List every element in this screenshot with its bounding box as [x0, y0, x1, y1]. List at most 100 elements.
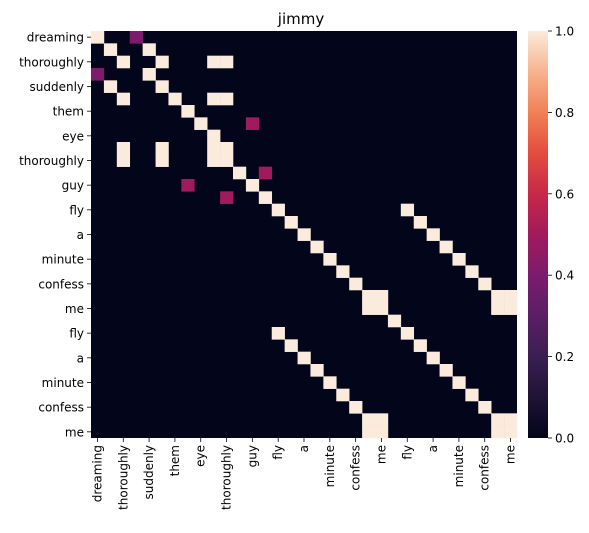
heatmap-cell — [220, 154, 234, 167]
heatmap-cell — [116, 92, 131, 106]
x-tick-label: thoroughly — [220, 445, 234, 510]
heatmap-cell — [271, 327, 285, 340]
y-tick-label: confess — [38, 401, 84, 415]
heatmap-cell — [181, 179, 195, 192]
colorbar — [528, 31, 548, 438]
heatmap-cell — [491, 302, 505, 315]
y-tick-label: dreaming — [27, 31, 84, 45]
heatmap-cell — [207, 129, 221, 143]
x-tick-label: thoroughly — [116, 445, 130, 510]
x-tick-label: fly — [271, 445, 285, 460]
colorbar-tick-label: 0.8 — [555, 106, 574, 120]
heatmap-cell — [504, 302, 518, 315]
y-tick-label: minute — [42, 253, 84, 267]
heatmap-cell — [220, 55, 234, 69]
x-tick-label: them — [168, 445, 182, 476]
heatmap-cell — [465, 265, 479, 278]
y-tick-label: a — [77, 351, 84, 365]
heatmap-cell — [155, 55, 169, 69]
heatmap-cell — [91, 68, 105, 81]
x-tick-label: confess — [349, 445, 363, 491]
heatmap-cell — [155, 80, 169, 93]
heatmap-cell — [103, 80, 118, 93]
y-tick-label: them — [53, 105, 84, 119]
x-tick-label: fly — [400, 445, 414, 460]
colorbar-tick-label: 0.2 — [555, 350, 574, 364]
heatmap-cell — [129, 31, 143, 44]
x-axis-ticks: dreaming thoroughly suddenly them eye thoroug… — [90, 438, 518, 510]
heatmap-cell — [116, 55, 131, 69]
y-axis-ticks: dreaming thoroughly suddenly them eye thoroug… — [19, 31, 91, 439]
heatmap-cell — [478, 277, 492, 291]
x-tick-label: minute — [323, 445, 337, 487]
heatmap-cell — [284, 216, 298, 229]
heatmap-cell — [142, 43, 156, 56]
x-tick-label: confess — [478, 445, 492, 491]
heatmap-cell — [155, 154, 169, 167]
heatmap-cell — [426, 351, 440, 365]
heatmap-cell — [310, 240, 324, 254]
heatmap-cell — [103, 43, 118, 56]
heatmap-cell — [220, 191, 234, 204]
heatmap-cell — [426, 228, 440, 241]
heatmap-cell — [220, 92, 234, 106]
heatmap-cell — [465, 388, 479, 402]
y-tick-label: thoroughly — [19, 55, 84, 69]
heatmap-cell — [491, 413, 505, 426]
x-tick-label: me — [374, 445, 388, 464]
heatmap-cell — [116, 142, 131, 155]
heatmap-cell — [258, 166, 273, 180]
heatmap-cell — [375, 302, 389, 315]
colorbar-tick-label: 0.6 — [555, 187, 574, 201]
heatmap-cell — [439, 240, 453, 254]
x-tick-label: minute — [452, 445, 466, 487]
heatmap-cell — [452, 253, 466, 266]
heatmap-cell — [362, 425, 376, 439]
y-tick-label: a — [77, 228, 84, 242]
heatmap-cell — [452, 376, 466, 389]
heatmap-cell — [220, 142, 234, 155]
x-tick-label: suddenly — [142, 445, 156, 500]
y-tick-label: thoroughly — [19, 154, 84, 168]
x-tick-label: eye — [194, 445, 208, 467]
heatmap-cell — [478, 401, 492, 414]
y-tick-label: me — [65, 425, 84, 439]
x-tick-label: dreaming — [90, 445, 104, 502]
heatmap-cell — [142, 68, 156, 81]
y-tick-label: fly — [69, 327, 84, 341]
heatmap-cell — [168, 92, 182, 106]
heatmap-cell — [504, 425, 518, 439]
x-tick-label: a — [426, 445, 440, 452]
heatmap-cell — [323, 376, 337, 389]
heatmap-cell — [375, 290, 389, 303]
x-tick-label: me — [504, 445, 518, 464]
y-tick-label: minute — [42, 376, 84, 390]
heatmap-cell — [155, 142, 169, 155]
heatmap-cell — [336, 265, 350, 278]
colorbar-tick-label: 1.0 — [555, 25, 574, 39]
heatmap-cell — [375, 425, 389, 439]
heatmap-cell — [491, 290, 505, 303]
colorbar-tick-label: 0.4 — [555, 269, 574, 283]
heatmap-cell — [91, 31, 105, 44]
heatmap-cell — [207, 142, 221, 155]
heatmap-cell — [387, 314, 402, 328]
heatmap-cell — [362, 302, 376, 315]
heatmap-cell — [349, 401, 363, 414]
heatmap-cell — [413, 339, 427, 352]
heatmap-cell — [207, 55, 221, 69]
heatmap-cell — [336, 388, 350, 402]
heatmap-cell — [310, 364, 324, 377]
heatmap-cell — [194, 117, 208, 130]
heatmap-cell — [504, 290, 518, 303]
heatmap-cell — [297, 228, 311, 241]
heatmap-cell — [400, 203, 415, 217]
heatmap-cell — [297, 351, 311, 365]
y-tick-label: confess — [38, 277, 84, 291]
y-tick-label: fly — [69, 203, 84, 217]
heatmap-cell — [362, 413, 376, 426]
heatmap-cell — [400, 327, 415, 340]
x-tick-label: a — [297, 445, 311, 452]
heatmap-cell — [181, 105, 195, 118]
